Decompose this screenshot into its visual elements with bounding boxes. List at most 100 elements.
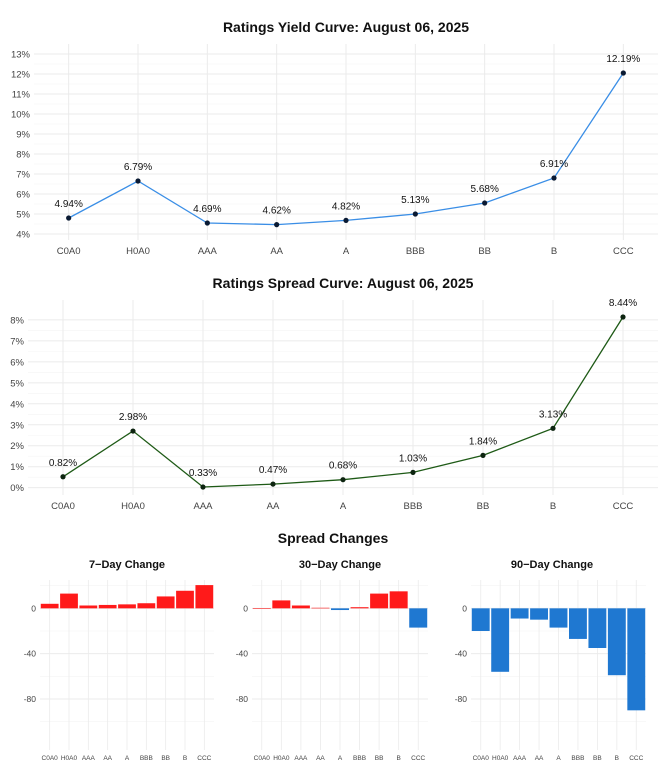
spread-y-tick-label: 4% [10, 399, 24, 410]
yield-data-label-a: 4.82% [332, 201, 360, 212]
yield-x-tick-bbb: BBB [406, 246, 425, 257]
seven-day-x-tick-b: B [183, 755, 187, 762]
spread-y-tick-label: 3% [10, 420, 24, 431]
thirty-day-x-tick-aa: AA [316, 755, 325, 762]
seven-day-bar-bb [156, 596, 175, 609]
spread-point-aaa [200, 484, 206, 490]
thirty-day-bar-ccc [409, 608, 428, 628]
ninety-day-bar-aa [530, 608, 548, 620]
yield-point-b [551, 175, 557, 181]
thirty-day-y-tick-label: 0 [243, 603, 248, 613]
yield-data-label-b: 6.91% [540, 159, 568, 170]
yield-y-tick-label: 7% [16, 170, 30, 181]
seven-day-bar-aaa [79, 605, 98, 609]
spread-point-b [550, 425, 556, 431]
yield-y-tick-label: 6% [16, 190, 30, 201]
thirty-day-bar-c0a0 [252, 608, 271, 609]
spread-x-tick-ccc: CCC [613, 501, 634, 512]
yield-y-tick-label: 10% [11, 110, 31, 121]
spread-curve-title: Ratings Spread Curve: August 06, 2025 [213, 275, 474, 291]
spread-point-c0a0 [60, 474, 66, 480]
seven-day-bar-h0a0 [60, 593, 78, 609]
yield-x-tick-b: B [551, 246, 557, 257]
spread-data-label-bb: 1.84% [469, 436, 497, 447]
ninety-day-x-tick-b: B [615, 755, 619, 762]
spread-data-label-aa: 0.47% [259, 465, 287, 476]
ninety-day-x-tick-ccc: CCC [629, 755, 643, 762]
seven-day-bar-bbb [137, 603, 156, 609]
spread-x-tick-bbb: BBB [403, 501, 422, 512]
spread-x-tick-aa: AA [267, 501, 280, 512]
yield-point-ccc [620, 70, 626, 76]
spread-data-label-h0a0: 2.98% [119, 412, 147, 423]
yield-y-tick-label: 9% [16, 130, 30, 141]
seven-day-change-title: 7−Day Change [89, 559, 165, 571]
yield-point-c0a0 [66, 215, 72, 221]
spread-point-bbb [410, 469, 416, 475]
yield-data-label-bb: 5.68% [470, 184, 498, 195]
spread-data-label-aaa: 0.33% [189, 468, 217, 479]
seven-day-bar-c0a0 [40, 603, 59, 609]
spread-y-tick-label: 1% [10, 462, 24, 473]
spread-data-label-b: 3.13% [539, 409, 567, 420]
ninety-day-bar-bb [588, 608, 607, 648]
yield-curve-title: Ratings Yield Curve: August 06, 2025 [223, 19, 469, 35]
thirty-day-change-title: 30−Day Change [299, 559, 381, 571]
ninety-day-y-tick-label: -80 [455, 694, 468, 704]
thirty-day-y-tick-label: -40 [236, 649, 249, 659]
yield-x-tick-bb: BB [478, 246, 491, 257]
thirty-day-x-tick-h0a0: H0A0 [273, 755, 290, 762]
ninety-day-x-tick-c0a0: C0A0 [473, 755, 490, 762]
spread-point-h0a0 [130, 428, 136, 434]
seven-day-x-tick-h0a0: H0A0 [61, 755, 78, 762]
spread-x-tick-aaa: AAA [193, 501, 213, 512]
thirty-day-bar-a [331, 608, 349, 611]
ninety-day-x-tick-h0a0: H0A0 [492, 755, 509, 762]
yield-y-tick-label: 11% [12, 90, 31, 101]
ninety-day-y-tick-label: 0 [462, 603, 467, 613]
yield-x-tick-aaa: AAA [198, 246, 218, 257]
yield-point-h0a0 [135, 178, 141, 184]
seven-day-bar-b [176, 590, 194, 609]
yield-data-label-ccc: 12.19% [606, 54, 640, 65]
seven-day-x-tick-ccc: CCC [197, 755, 211, 762]
thirty-day-x-tick-bbb: BBB [353, 755, 366, 762]
spread-x-tick-bb: BB [477, 501, 490, 512]
seven-day-y-tick-label: -80 [24, 694, 37, 704]
spread-y-tick-label: 6% [10, 357, 24, 368]
spread-y-tick-label: 7% [10, 336, 24, 347]
thirty-day-bar-b [389, 591, 408, 609]
thirty-day-bar-h0a0 [272, 600, 291, 609]
ninety-day-bar-h0a0 [491, 608, 510, 672]
ninety-day-bar-c0a0 [471, 608, 490, 631]
yield-data-label-bbb: 5.13% [401, 195, 429, 206]
spread-x-tick-c0a0: C0A0 [51, 501, 75, 512]
spread-data-label-bbb: 1.03% [399, 453, 427, 464]
spread-point-ccc [620, 314, 626, 320]
yield-data-label-h0a0: 6.79% [124, 162, 152, 173]
thirty-day-x-tick-c0a0: C0A0 [254, 755, 271, 762]
yield-point-aa [274, 222, 280, 228]
seven-day-bar-aa [98, 604, 117, 609]
yield-point-aaa [204, 220, 210, 226]
ninety-day-bar-a [549, 608, 568, 628]
seven-day-x-tick-bb: BB [161, 755, 170, 762]
spread-y-tick-label: 0% [10, 483, 24, 494]
ninety-day-x-tick-aa: AA [535, 755, 544, 762]
yield-point-a [343, 217, 349, 223]
ninety-day-x-tick-bbb: BBB [571, 755, 584, 762]
seven-day-x-tick-aa: AA [103, 755, 112, 762]
yield-y-tick-label: 5% [16, 210, 30, 221]
seven-day-y-tick-label: -40 [24, 649, 37, 659]
thirty-day-x-tick-b: B [396, 755, 400, 762]
yield-x-tick-c0a0: C0A0 [57, 246, 81, 257]
yield-data-label-aaa: 4.69% [193, 204, 221, 215]
spread-x-tick-a: A [340, 501, 347, 512]
ninety-day-y-tick-label: -40 [455, 649, 468, 659]
spread-data-label-a: 0.68% [329, 461, 357, 472]
spread-point-a [340, 477, 346, 483]
